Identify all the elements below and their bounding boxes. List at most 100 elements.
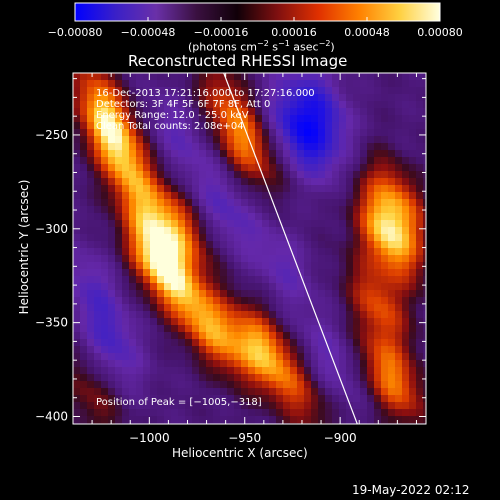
heatmap-cell (402, 290, 410, 298)
heatmap-cell (199, 374, 207, 382)
heatmap-cell (227, 283, 235, 291)
y-tick-label: −250 (35, 128, 68, 142)
heatmap-cell (108, 164, 116, 172)
heatmap-cell (402, 339, 410, 347)
heatmap-cell (185, 262, 193, 270)
heatmap-cell (185, 332, 193, 340)
heatmap-cell (255, 241, 263, 249)
heatmap-cell (73, 318, 81, 326)
heatmap-cell (136, 360, 144, 368)
heatmap-cell (234, 171, 242, 179)
heatmap-cell (150, 416, 158, 424)
heatmap-cell (164, 423, 172, 424)
heatmap-cell (283, 374, 291, 382)
heatmap-cell (318, 108, 326, 116)
heatmap-cell (143, 423, 151, 424)
heatmap-cell (269, 115, 277, 123)
heatmap-cell (402, 73, 410, 81)
heatmap-cell (269, 353, 277, 361)
heatmap-cell (199, 136, 207, 144)
heatmap-cell (101, 150, 109, 158)
heatmap-cell (353, 171, 361, 179)
heatmap-cell (241, 73, 249, 81)
heatmap-cell (304, 339, 312, 347)
heatmap-cell (416, 402, 424, 410)
heatmap-cell (360, 122, 368, 130)
heatmap-cell (290, 185, 298, 193)
heatmap-cell (185, 80, 193, 88)
heatmap-cell (122, 73, 130, 81)
heatmap-cell (367, 129, 375, 137)
heatmap-cell (80, 150, 88, 158)
heatmap-cell (248, 409, 256, 417)
heatmap-cell (234, 213, 242, 221)
heatmap-cell (402, 325, 410, 333)
heatmap-cell (80, 143, 88, 151)
heatmap-cell (262, 122, 270, 130)
heatmap-cell (150, 325, 158, 333)
heatmap-cell (332, 304, 340, 312)
heatmap-cell (206, 325, 214, 333)
heatmap-cell (353, 332, 361, 340)
heatmap-cell (360, 339, 368, 347)
heatmap-cell (262, 234, 270, 242)
heatmap-cell (220, 227, 228, 235)
heatmap-cell (164, 367, 172, 375)
heatmap-cell (220, 332, 228, 340)
heatmap-cell (80, 73, 88, 81)
heatmap-cell (101, 192, 109, 200)
heatmap-cell (388, 241, 396, 249)
heatmap-cell (269, 381, 277, 389)
heatmap-cell (206, 234, 214, 242)
heatmap-cell (164, 325, 172, 333)
heatmap-cell (332, 80, 340, 88)
heatmap-cell (213, 304, 221, 312)
heatmap-cell (199, 367, 207, 375)
heatmap-cell (395, 73, 403, 81)
heatmap-cell (269, 241, 277, 249)
heatmap-cell (374, 262, 382, 270)
heatmap-cell (136, 409, 144, 417)
heatmap-cell (178, 276, 186, 284)
heatmap-cell (171, 318, 179, 326)
heatmap-cell (269, 332, 277, 340)
heatmap-cell (304, 213, 312, 221)
heatmap-cell (87, 213, 95, 221)
heatmap-cell (248, 339, 256, 347)
heatmap-cell (402, 423, 410, 424)
heatmap-cell (87, 276, 95, 284)
heatmap-cell (283, 143, 291, 151)
heatmap-cell (276, 101, 284, 109)
heatmap-cell (276, 304, 284, 312)
heatmap-cell (248, 304, 256, 312)
heatmap-cell (192, 213, 200, 221)
heatmap-cell (227, 311, 235, 319)
heatmap-cell (339, 185, 347, 193)
heatmap-cell (150, 388, 158, 396)
heatmap-cell (367, 115, 375, 123)
heatmap-cell (416, 395, 424, 403)
heatmap-cell (325, 374, 333, 382)
heatmap-cell (199, 143, 207, 151)
heatmap-cell (171, 332, 179, 340)
heatmap-cell (185, 185, 193, 193)
heatmap-cell (283, 171, 291, 179)
heatmap-cell (199, 73, 207, 81)
heatmap-cell (332, 339, 340, 347)
heatmap-cell (297, 283, 305, 291)
heatmap-cell (269, 304, 277, 312)
heatmap-cell (80, 360, 88, 368)
heatmap-cell (388, 94, 396, 102)
heatmap-cell (346, 94, 354, 102)
heatmap-cell (241, 220, 249, 228)
heatmap-cell (423, 80, 426, 88)
heatmap-cell (192, 150, 200, 158)
heatmap-cell (143, 248, 151, 256)
heatmap-cell (332, 206, 340, 214)
heatmap-cell (80, 353, 88, 361)
heatmap-cell (423, 276, 426, 284)
heatmap-cell (213, 283, 221, 291)
heatmap-cell (332, 346, 340, 354)
heatmap-cell (192, 143, 200, 151)
heatmap-cell (108, 206, 116, 214)
